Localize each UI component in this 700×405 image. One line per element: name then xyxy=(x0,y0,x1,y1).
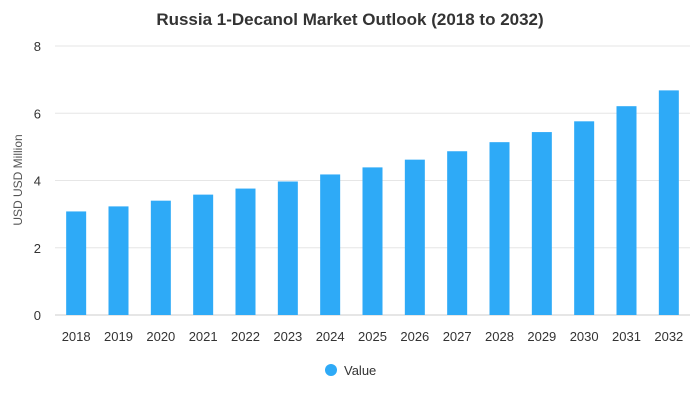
y-tick-label: 4 xyxy=(34,174,41,189)
y-axis-ticks: 0 2 4 6 8 xyxy=(34,39,41,323)
bar-2028[interactable] xyxy=(489,142,510,315)
x-tick-label: 2032 xyxy=(654,329,683,344)
x-tick-label: 2026 xyxy=(400,329,429,344)
bar-2031[interactable] xyxy=(616,106,637,315)
bar-2018[interactable] xyxy=(66,211,87,315)
x-tick-label: 2019 xyxy=(104,329,133,344)
bar-2030[interactable] xyxy=(574,121,595,315)
y-tick-label: 0 xyxy=(34,308,41,323)
x-tick-label: 2024 xyxy=(316,329,345,344)
chart-title: Russia 1-Decanol Market Outlook (2018 to… xyxy=(156,10,543,29)
x-tick-label: 2031 xyxy=(612,329,641,344)
bar-2029[interactable] xyxy=(531,132,552,315)
bar-2023[interactable] xyxy=(277,181,298,315)
x-tick-label: 2027 xyxy=(443,329,472,344)
bar-2021[interactable] xyxy=(193,194,214,315)
x-tick-label: 2029 xyxy=(527,329,556,344)
bar-2020[interactable] xyxy=(150,200,171,315)
y-axis-label: USD USD Million xyxy=(11,134,25,225)
bar-2022[interactable] xyxy=(235,188,256,315)
legend[interactable]: Value xyxy=(325,363,376,378)
x-tick-label: 2021 xyxy=(189,329,218,344)
x-axis-ticks: 2018 2019 2020 2021 2022 2023 2024 2025 2026 2027… xyxy=(62,329,684,344)
bar-2032[interactable] xyxy=(658,90,679,315)
bar-2026[interactable] xyxy=(404,159,425,315)
bars xyxy=(66,90,679,315)
x-tick-label: 2025 xyxy=(358,329,387,344)
legend-label-value: Value xyxy=(344,363,376,378)
y-tick-label: 8 xyxy=(34,39,41,54)
x-tick-label: 2020 xyxy=(146,329,175,344)
x-tick-label: 2030 xyxy=(570,329,599,344)
bar-2019[interactable] xyxy=(108,206,129,315)
x-tick-label: 2018 xyxy=(62,329,91,344)
bar-2025[interactable] xyxy=(362,167,383,315)
x-tick-label: 2022 xyxy=(231,329,260,344)
y-tick-label: 6 xyxy=(34,106,41,121)
y-tick-label: 2 xyxy=(34,241,41,256)
bar-2027[interactable] xyxy=(447,151,468,315)
legend-swatch-value xyxy=(325,364,337,376)
x-tick-label: 2028 xyxy=(485,329,514,344)
x-tick-label: 2023 xyxy=(273,329,302,344)
bar-2024[interactable] xyxy=(320,174,341,315)
